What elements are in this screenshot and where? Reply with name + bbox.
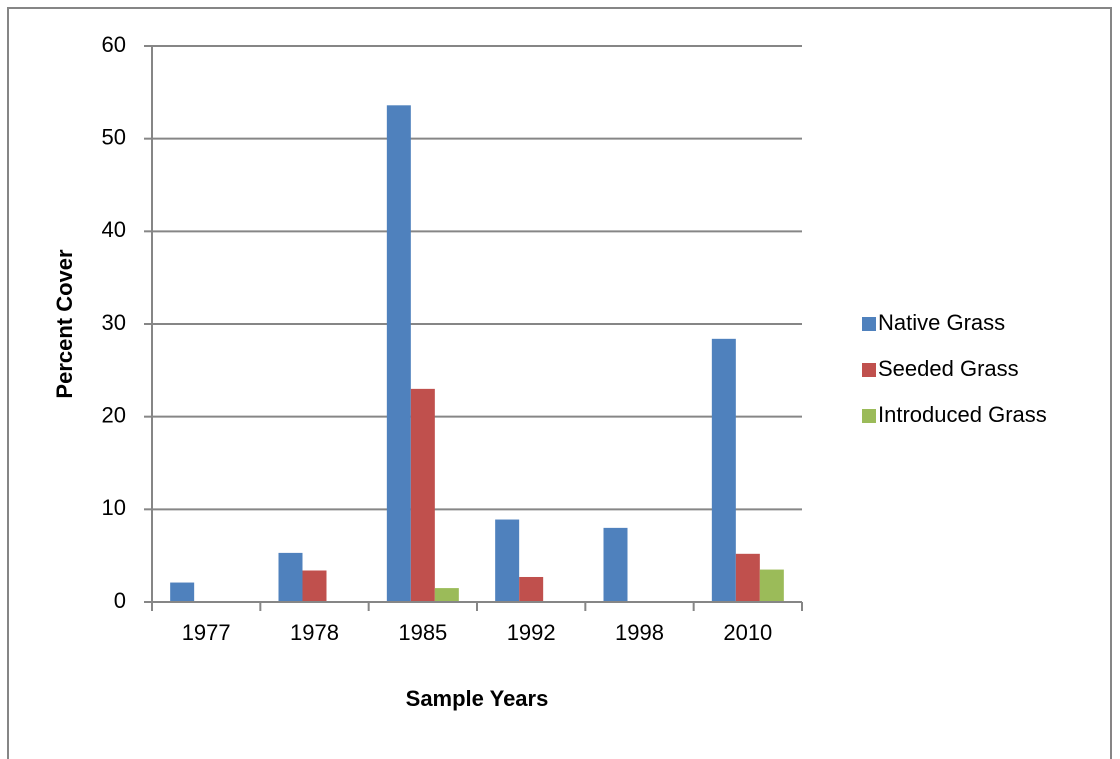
bar [434,588,459,602]
bar [170,582,195,602]
legend-label: Seeded Grass [878,356,1019,381]
y-tick-label: 10 [102,495,126,520]
x-tick-label: 1992 [507,620,556,645]
x-tick-label: 2010 [723,620,772,645]
bar [735,553,760,602]
bar [519,576,544,602]
x-axis-title: Sample Years [406,686,549,711]
x-tick-label: 1977 [182,620,231,645]
bar [302,570,327,602]
x-tick-label: 1978 [290,620,339,645]
bar [278,552,303,602]
y-tick-label: 20 [102,402,126,427]
legend-swatch [862,363,876,377]
y-tick-label: 60 [102,32,126,57]
chart-border [7,7,1112,759]
x-tick-label: 1998 [615,620,664,645]
y-tick-label: 30 [102,310,126,335]
legend-swatch [862,409,876,423]
bar [603,527,628,602]
legend-label: Introduced Grass [878,402,1047,427]
bar [495,519,520,602]
bar [711,338,736,602]
y-axis-title: Percent Cover [52,249,77,399]
y-tick-label: 50 [102,124,126,149]
y-tick-label: 40 [102,217,126,242]
legend-label: Native Grass [878,310,1005,335]
bar [759,569,784,602]
bar [386,105,411,602]
x-tick-label: 1985 [398,620,447,645]
legend-swatch [862,317,876,331]
y-tick-label: 0 [114,588,126,613]
bar [410,388,435,602]
